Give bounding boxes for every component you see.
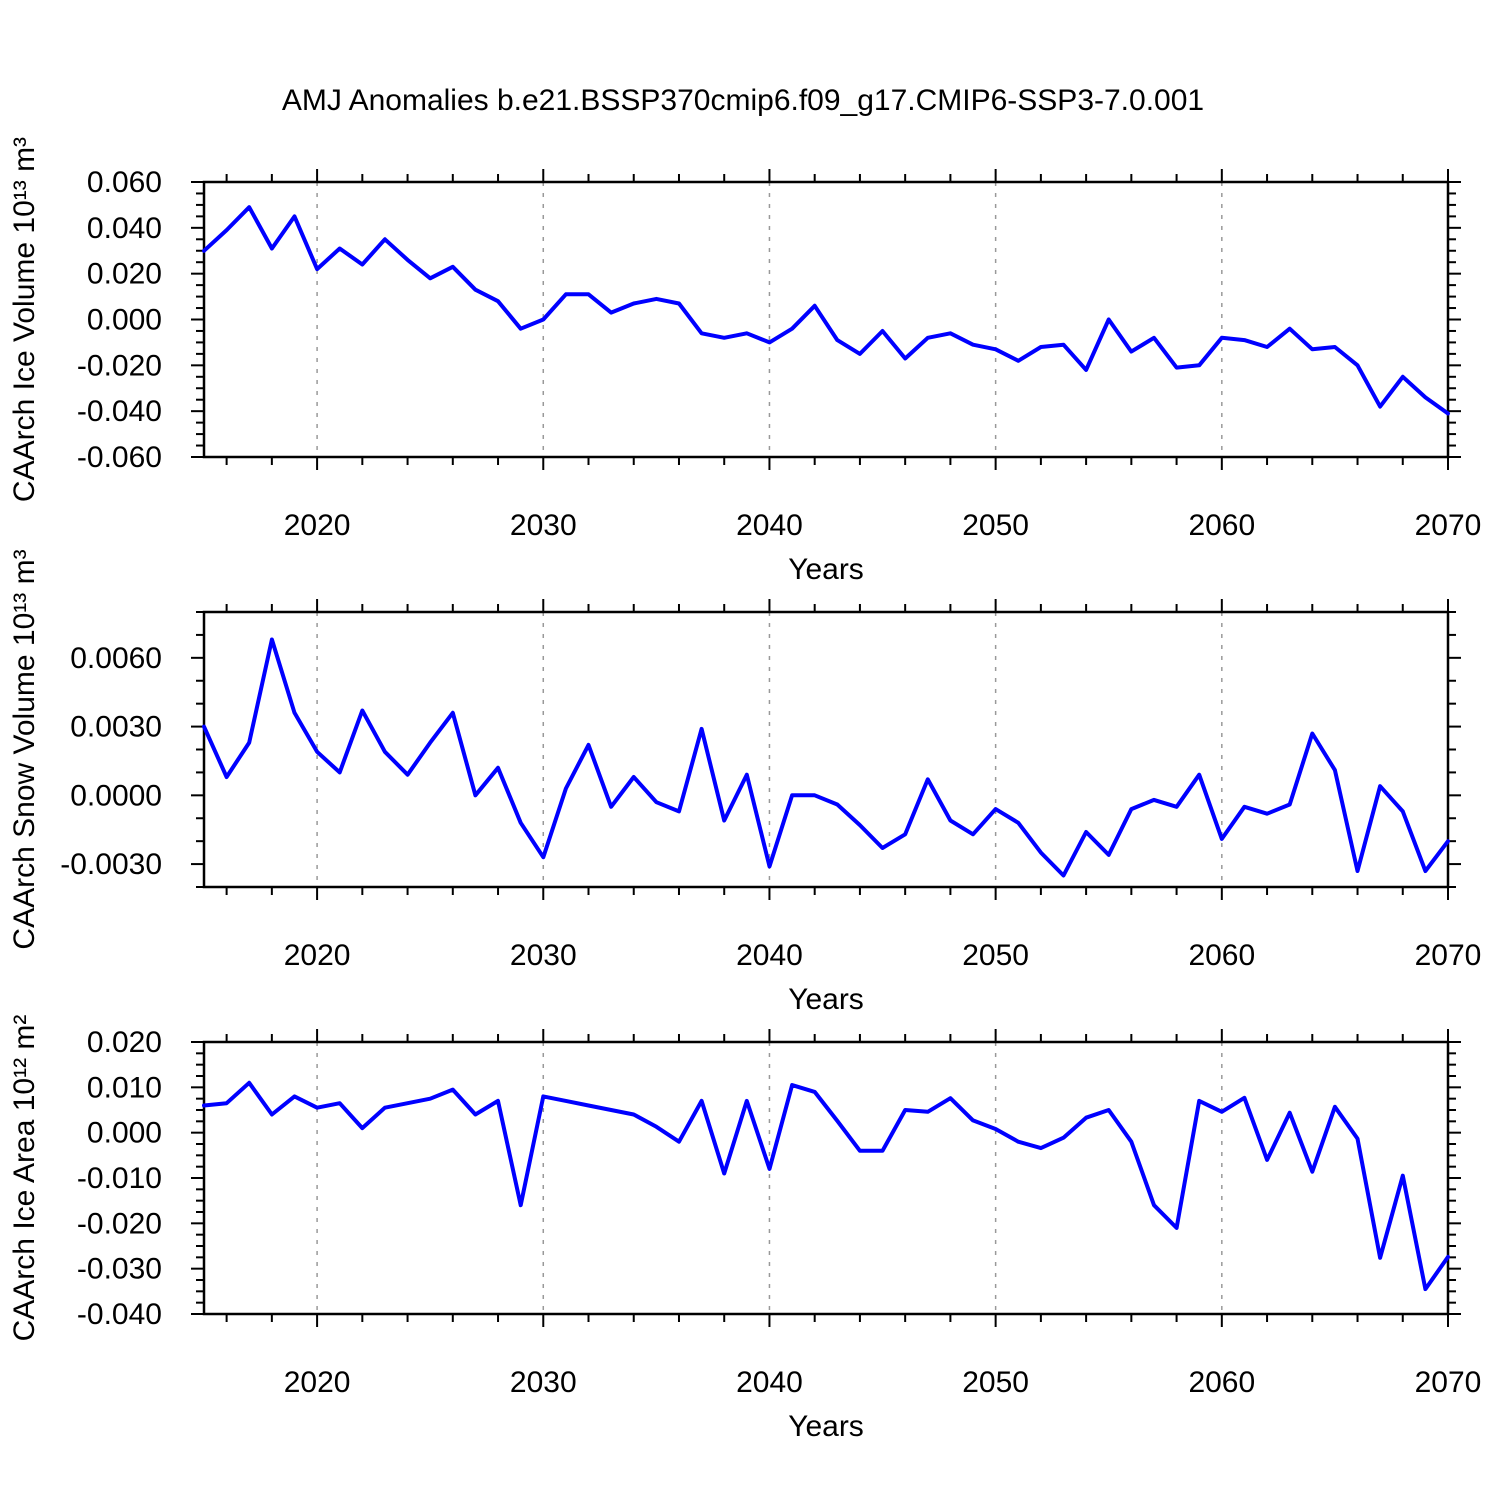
plot-frame: [202, 610, 1450, 889]
x-tick-label: 2030: [510, 509, 577, 542]
y-tick-label: 0.010: [87, 1071, 162, 1104]
x-tick-label: 2020: [284, 509, 351, 542]
y-tick-label: 0.0000: [70, 779, 162, 812]
y-tick-label: 0.020: [87, 258, 162, 291]
x-axis-label: Years: [788, 553, 864, 586]
plot-frame: [202, 180, 1450, 459]
y-tick-label: 0.060: [87, 166, 162, 199]
y-tick-label: -0.020: [77, 349, 162, 382]
plot-frame: [202, 1040, 1450, 1316]
y-tick-label: -0.020: [77, 1207, 162, 1240]
x-tick-label: 2070: [1415, 939, 1482, 972]
x-tick-label: 2060: [1188, 939, 1255, 972]
y-tick-label: -0.010: [77, 1162, 162, 1195]
x-tick-label: 2060: [1188, 509, 1255, 542]
y-axis-label: CAArch Snow Volume 10¹³ m³: [8, 549, 41, 949]
y-tick-label: -0.060: [77, 441, 162, 474]
x-tick-label: 2050: [962, 1366, 1029, 1399]
x-tick-label: 2040: [736, 509, 803, 542]
x-tick-label: 2060: [1188, 1366, 1255, 1399]
figure-title: AMJ Anomalies b.e21.BSSP370cmip6.f09_g17…: [282, 84, 1204, 117]
x-tick-label: 2040: [736, 1366, 803, 1399]
y-axis-label: CAArch Ice Volume 10¹³ m³: [8, 137, 41, 502]
series-line-snow-volume: [202, 637, 1450, 878]
x-axis-label: Years: [788, 1410, 864, 1443]
y-tick-label: 0.000: [87, 1117, 162, 1150]
x-tick-label: 2050: [962, 939, 1029, 972]
panel-snow-volume: 0.0060 0.0030 0.0000 -0.0030 2020 2030 2040 205…: [8, 549, 1481, 1016]
panels-group: 0.060 0.040 0.020 0.000 -0.020 -0.040 -0.060 20…: [8, 137, 1481, 1443]
x-tick-label: 2070: [1415, 509, 1482, 542]
series-line-ice-area: [202, 1080, 1450, 1292]
y-axis-label: CAArch Ice Area 10¹² m²: [8, 1015, 41, 1342]
y-tick-label: -0.0030: [60, 848, 162, 881]
y-tick-label: -0.030: [77, 1253, 162, 1286]
panel-ice-area: 0.020 0.010 0.000 -0.010 -0.020 -0.030 -0.040 2…: [8, 1015, 1481, 1443]
x-tick-label: 2020: [284, 939, 351, 972]
y-tick-label: 0.040: [87, 212, 162, 245]
x-tick-label: 2050: [962, 509, 1029, 542]
x-tick-label: 2020: [284, 1366, 351, 1399]
x-tick-label: 2070: [1415, 1366, 1482, 1399]
y-tick-label: -0.040: [77, 395, 162, 428]
y-tick-label: -0.040: [77, 1298, 162, 1331]
x-axis-label: Years: [788, 983, 864, 1016]
y-tick-label: 0.0030: [70, 711, 162, 744]
series-line-ice-volume: [202, 205, 1450, 416]
x-tick-label: 2030: [510, 939, 577, 972]
x-tick-label: 2040: [736, 939, 803, 972]
y-tick-label: 0.0060: [70, 642, 162, 675]
y-tick-label: 0.000: [87, 304, 162, 337]
panel-ice-volume: 0.060 0.040 0.020 0.000 -0.020 -0.040 -0.060 20…: [8, 137, 1481, 586]
x-tick-label: 2030: [510, 1366, 577, 1399]
y-tick-label: 0.020: [87, 1026, 162, 1059]
